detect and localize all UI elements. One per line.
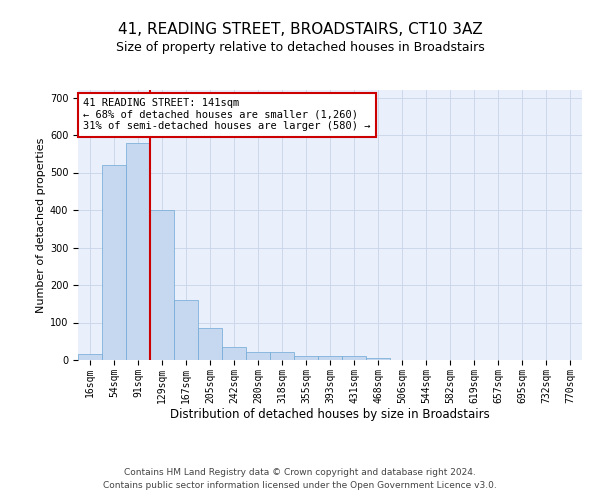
Bar: [174, 300, 198, 360]
Bar: [270, 352, 294, 360]
Bar: [150, 210, 174, 360]
Text: Contains public sector information licensed under the Open Government Licence v3: Contains public sector information licen…: [103, 482, 497, 490]
Bar: [78, 354, 102, 360]
Bar: [366, 358, 390, 360]
Text: 41, READING STREET, BROADSTAIRS, CT10 3AZ: 41, READING STREET, BROADSTAIRS, CT10 3A…: [118, 22, 482, 38]
Bar: [102, 165, 126, 360]
Bar: [342, 356, 366, 360]
Text: Size of property relative to detached houses in Broadstairs: Size of property relative to detached ho…: [116, 41, 484, 54]
Bar: [294, 356, 318, 360]
Y-axis label: Number of detached properties: Number of detached properties: [35, 138, 46, 312]
Bar: [198, 328, 222, 360]
Bar: [222, 347, 246, 360]
Bar: [246, 352, 270, 360]
X-axis label: Distribution of detached houses by size in Broadstairs: Distribution of detached houses by size …: [170, 408, 490, 422]
Text: 41 READING STREET: 141sqm
← 68% of detached houses are smaller (1,260)
31% of se: 41 READING STREET: 141sqm ← 68% of detac…: [83, 98, 371, 132]
Text: Contains HM Land Registry data © Crown copyright and database right 2024.: Contains HM Land Registry data © Crown c…: [124, 468, 476, 477]
Bar: [318, 356, 342, 360]
Bar: [126, 142, 150, 360]
